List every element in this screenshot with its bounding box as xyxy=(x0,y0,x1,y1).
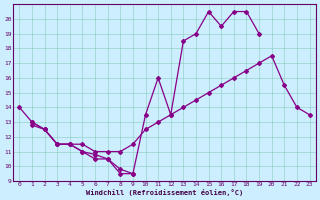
X-axis label: Windchill (Refroidissement éolien,°C): Windchill (Refroidissement éolien,°C) xyxy=(86,189,243,196)
